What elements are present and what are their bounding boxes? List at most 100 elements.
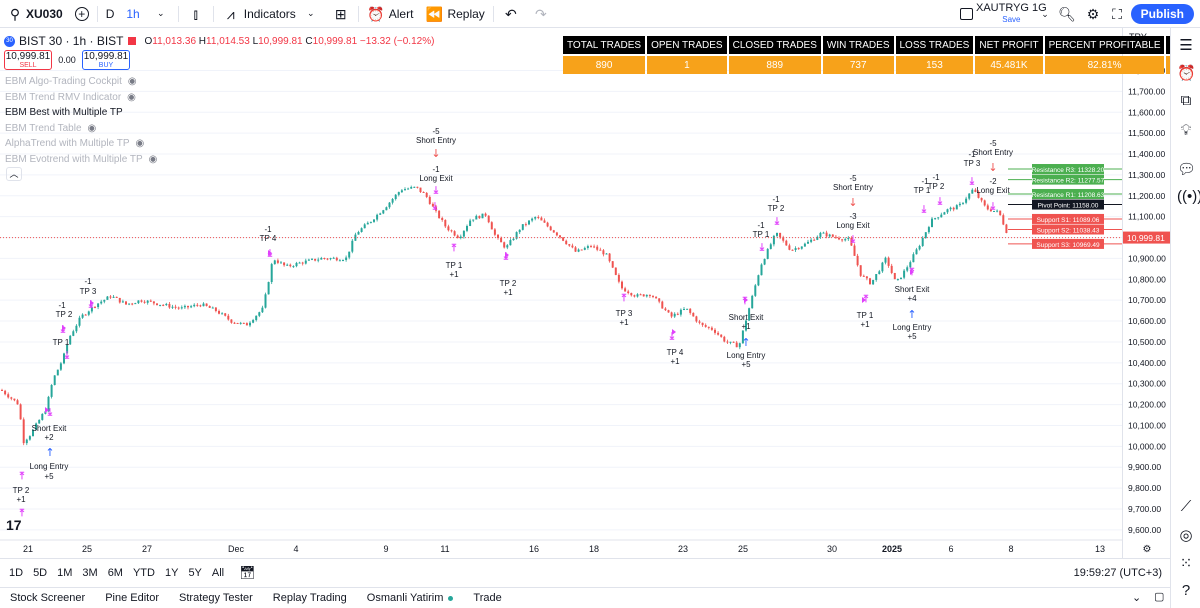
chart-type-button[interactable]: ⫾ bbox=[181, 0, 211, 28]
layers-icon[interactable]: ⧉ bbox=[1180, 92, 1192, 109]
undo-button[interactable]: ↶ bbox=[496, 0, 526, 28]
candle-body bbox=[565, 240, 568, 245]
candle-body bbox=[627, 291, 630, 294]
clock[interactable]: 19:59:27 (UTC+3) bbox=[1073, 567, 1162, 579]
eye-hidden-icon[interactable]: ◉ bbox=[87, 122, 97, 134]
indicator-item[interactable]: EBM Best with Multiple TP bbox=[5, 105, 157, 121]
chevron-down-icon[interactable]: ⌄ bbox=[1132, 592, 1142, 604]
flag-icon[interactable] bbox=[128, 37, 137, 45]
chat-icon[interactable]: 💬︎ bbox=[1177, 161, 1197, 178]
broadcast-icon[interactable]: ((•)) bbox=[1177, 188, 1200, 205]
bottom-tab-pine-editor[interactable]: Pine Editor bbox=[95, 592, 169, 604]
templates-button[interactable]: ⊞ bbox=[326, 0, 356, 28]
interval-1h-button[interactable]: 1h bbox=[126, 6, 140, 21]
candle-body bbox=[416, 186, 419, 188]
bottom-tab-strategy-tester[interactable]: Strategy Tester bbox=[169, 592, 263, 604]
candle-body bbox=[469, 220, 472, 226]
range-button-6m[interactable]: 6M bbox=[107, 566, 123, 579]
candle-body bbox=[323, 257, 326, 259]
indicator-item[interactable]: EBM Algo-Trading Cockpit ◉ bbox=[5, 74, 157, 90]
bottom-tab-stock-screener[interactable]: Stock Screener bbox=[0, 592, 95, 604]
tp-down-marker-icon: ⤓ bbox=[64, 350, 70, 361]
bottom-tab-replay-trading[interactable]: Replay Trading bbox=[263, 592, 357, 604]
maximize-icon[interactable]: ▢ bbox=[1154, 591, 1165, 603]
watchlist-icon[interactable]: ☰ bbox=[1179, 37, 1193, 54]
stats-value-cell: 45.481K bbox=[975, 56, 1043, 74]
compare-button[interactable]: + bbox=[69, 0, 95, 28]
eye-hidden-icon[interactable]: ◉ bbox=[148, 153, 158, 165]
range-button-5d[interactable]: 5D bbox=[33, 566, 48, 579]
buy-button[interactable]: 10,999.81 BUY bbox=[82, 50, 130, 70]
range-button-all[interactable]: All bbox=[211, 566, 225, 579]
chevron-up-icon: ︿ bbox=[9, 169, 19, 179]
target-icon[interactable]: ◎ bbox=[1179, 527, 1193, 544]
layout-name-button[interactable]: XAUTRYG 1G Save bbox=[976, 3, 1047, 25]
collapse-legend-button[interactable]: ︿ bbox=[6, 167, 22, 181]
axis-settings-gear-icon[interactable]: ⚙ bbox=[1143, 544, 1152, 555]
range-button-3m[interactable]: 3M bbox=[82, 566, 98, 579]
bottom-tab-label: Trade bbox=[473, 592, 502, 604]
range-button-1d[interactable]: 1D bbox=[9, 566, 24, 579]
fullscreen-button[interactable]: ⛶ bbox=[1102, 0, 1132, 28]
indicator-item[interactable]: EBM Trend RMV Indicator ◉ bbox=[5, 90, 157, 106]
eye-hidden-icon[interactable]: ◉ bbox=[127, 76, 137, 88]
candle-body bbox=[763, 258, 766, 265]
help-icon[interactable]: ? bbox=[1181, 582, 1191, 599]
time-axis-label: 11 bbox=[440, 544, 449, 554]
goto-date-icon[interactable]: 📅︎ bbox=[239, 564, 256, 580]
chart-canvas[interactable]: Resistance R3: 11328.20 Resistance R2: 11… bbox=[0, 28, 1122, 558]
bottom-tab-osmanli-yatirim[interactable]: Osmanli Yatirim bbox=[357, 592, 464, 604]
candle-body bbox=[100, 301, 103, 304]
bottom-tab-trade[interactable]: Trade bbox=[463, 592, 511, 604]
grid-dots-icon[interactable]: ⁙ bbox=[1179, 555, 1193, 572]
publish-button[interactable]: Publish bbox=[1130, 4, 1194, 24]
price-tick-label: 10,200.00 bbox=[1128, 400, 1166, 410]
settings-button[interactable]: ⚙ bbox=[1078, 0, 1108, 28]
interval-d-button[interactable]: D bbox=[105, 6, 115, 21]
chart-pane[interactable]: Resistance R3: 11328.20 Resistance R2: 11… bbox=[0, 28, 1122, 558]
alarm-plus-icon: ⏰ bbox=[367, 5, 385, 22]
time-axis-label: 30 bbox=[827, 544, 837, 554]
draw-line-icon[interactable]: ⟋ bbox=[1180, 498, 1192, 515]
alarm-clock-icon[interactable]: ⏰ bbox=[1177, 65, 1196, 82]
signal-label: -5 bbox=[849, 174, 857, 183]
layout-checkbox[interactable] bbox=[954, 0, 979, 28]
alert-button[interactable]: ⏰ Alert bbox=[361, 0, 420, 28]
signal-label: -5 bbox=[432, 127, 440, 136]
indicator-item[interactable]: EBM Evotrend with Multiple TP ◉ bbox=[5, 152, 157, 168]
stats-value-cell: 1 bbox=[647, 56, 727, 74]
legend-title[interactable]: BIST 30 · 1h · BIST bbox=[19, 34, 124, 48]
replay-button[interactable]: ⏪ Replay bbox=[419, 0, 490, 28]
symbol-search[interactable]: ⚲ XU030 bbox=[0, 0, 69, 28]
candle-body bbox=[931, 218, 933, 228]
fullscreen-icon: ⛶ bbox=[1112, 6, 1122, 22]
signal-label: +5 bbox=[741, 360, 751, 369]
price-tick-label: 11,500.00 bbox=[1128, 128, 1165, 138]
indicators-button[interactable]: ⩘ Indicators ⌄ bbox=[216, 0, 326, 28]
range-button-1y[interactable]: 1Y bbox=[164, 566, 179, 579]
indicator-name: AlphaTrend with Multiple TP bbox=[5, 138, 130, 150]
candle-body bbox=[531, 218, 534, 221]
lightbulb-icon[interactable]: 💡︎ bbox=[1180, 122, 1192, 139]
eye-hidden-icon[interactable]: ◉ bbox=[135, 138, 145, 150]
candle-body bbox=[261, 307, 264, 313]
candle-body bbox=[320, 257, 323, 260]
price-axis[interactable]: TRY⌄11,800.0011,700.0011,600.0011,500.00… bbox=[1122, 28, 1170, 558]
high-label: H bbox=[198, 35, 207, 47]
indicator-item[interactable]: AlphaTrend with Multiple TP ◉ bbox=[5, 136, 157, 152]
redo-icon: ↷ bbox=[534, 5, 547, 22]
range-button-1m[interactable]: 1M bbox=[57, 566, 73, 579]
quick-search-button[interactable]: 🔍︎ bbox=[1052, 0, 1082, 28]
redo-button[interactable]: ↷ bbox=[526, 0, 556, 28]
layout-dropdown[interactable]: ⌄ bbox=[1030, 0, 1060, 28]
eye-hidden-icon[interactable]: ◉ bbox=[127, 91, 136, 103]
sell-button[interactable]: 10,999.81 SELL bbox=[4, 50, 52, 70]
indicator-item[interactable]: EBM Trend Table ◉ bbox=[5, 121, 157, 137]
time-axis-label: 16 bbox=[529, 544, 539, 554]
candle-body bbox=[236, 322, 239, 324]
range-button-ytd[interactable]: YTD bbox=[132, 566, 155, 579]
range-button-5y[interactable]: 5Y bbox=[188, 566, 202, 579]
candle-body bbox=[779, 232, 782, 238]
tp-down-marker-icon: ⤓ bbox=[990, 201, 996, 212]
interval-dropdown[interactable]: ⌄ bbox=[146, 0, 176, 28]
